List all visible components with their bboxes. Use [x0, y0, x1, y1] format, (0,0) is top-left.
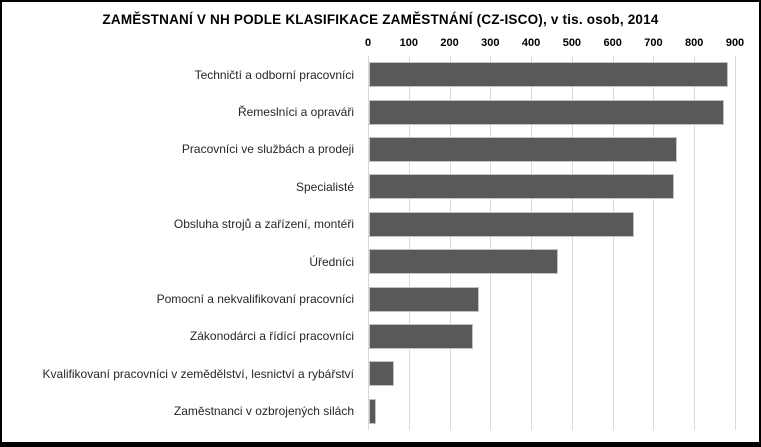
gridline [368, 56, 369, 430]
x-tick-label: 800 [685, 37, 704, 49]
category-axis: Techničtí a odborní pracovníci Řemeslníci… [2, 56, 361, 430]
x-tick-label: 0 [364, 37, 372, 49]
category-label: Úředníci [309, 254, 354, 269]
gridline [653, 56, 655, 430]
bar [369, 62, 728, 88]
x-tick-label: 100 [399, 37, 418, 49]
category-label: Obsluha strojů a zařízení, montéři [173, 217, 354, 232]
x-tick-label: 500 [562, 37, 582, 49]
chart-title: ZAMĚSTNANÍ V NH PODLE KLASIFIKACE ZAMĚST… [102, 12, 659, 27]
x-tick-label: 300 [481, 37, 500, 49]
x-tick-label: 600 [603, 37, 622, 49]
bar [369, 398, 376, 424]
bar [369, 249, 559, 275]
gridline [735, 56, 736, 430]
category-label: Zákonodárci a řídící pracovníci [189, 329, 354, 344]
bar [369, 137, 677, 162]
gridline [612, 56, 614, 430]
bar [369, 361, 395, 387]
x-tick-label: 400 [521, 37, 541, 49]
gridline [531, 56, 533, 430]
x-tick-label: 900 [725, 37, 745, 49]
category-label: Specialisté [295, 179, 354, 194]
category-label: Techničtí a odborní pracovníci [194, 67, 354, 82]
gridline [490, 56, 492, 430]
gridline [694, 56, 696, 430]
bar [369, 174, 675, 200]
bar [369, 324, 474, 349]
gridline [408, 56, 410, 430]
category-label: Zaměstnanci v ozbrojených silách [173, 404, 354, 419]
gridline [571, 56, 573, 430]
x-axis: 0 100 200 300 400 500 600 700 800 900 [2, 2, 759, 56]
bar [369, 286, 480, 312]
x-tick-label: 700 [644, 37, 663, 49]
bar [369, 99, 724, 125]
plot-area [368, 56, 745, 430]
category-label: Řemeslníci a opraváři [237, 105, 354, 120]
category-label: Kvalifikovaní pracovníci v zemědělství, … [42, 366, 354, 381]
category-label: Pracovníci ve službách a prodeji [181, 142, 354, 157]
category-label: Pomocní a nekvalifikovaní pracovníci [156, 292, 354, 307]
x-tick-label: 200 [440, 37, 459, 49]
bar [369, 211, 635, 237]
gridline [449, 56, 451, 430]
